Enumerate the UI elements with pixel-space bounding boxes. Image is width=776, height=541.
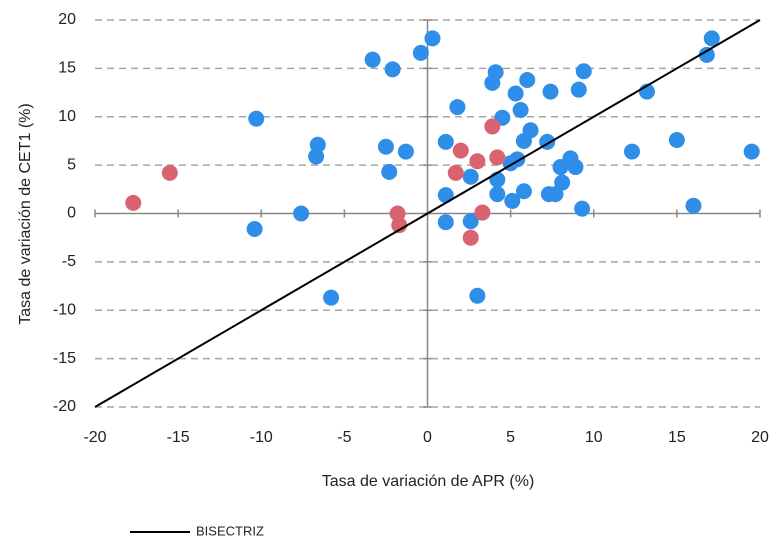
scatter-point bbox=[377, 138, 394, 155]
x-tick-label: 15 bbox=[668, 429, 686, 446]
scatter-point bbox=[512, 101, 529, 118]
scatter-point bbox=[462, 168, 479, 185]
y-axis-title: Tasa de variación de CET1 (%) bbox=[17, 103, 34, 324]
scatter-point bbox=[515, 183, 532, 200]
x-tick-label: 10 bbox=[585, 429, 603, 446]
scatter-point bbox=[323, 289, 340, 306]
scatter-point bbox=[437, 187, 454, 204]
scatter-point bbox=[547, 186, 564, 203]
x-tick-label: -5 bbox=[337, 429, 351, 446]
scatter-point bbox=[412, 44, 429, 61]
x-tick-label: 0 bbox=[423, 429, 432, 446]
scatter-point bbox=[447, 164, 464, 181]
y-tick-label: 15 bbox=[58, 60, 76, 77]
scatter-point bbox=[489, 171, 506, 188]
scatter-point bbox=[574, 200, 591, 217]
scatter-point bbox=[437, 214, 454, 231]
bisector-line bbox=[94, 19, 761, 408]
scatter-point bbox=[668, 131, 685, 148]
scatter-point bbox=[743, 143, 760, 160]
scatter-point bbox=[469, 287, 486, 304]
scatter-point bbox=[542, 83, 559, 100]
y-tick-label: -15 bbox=[53, 350, 76, 367]
x-tick-label: -10 bbox=[250, 429, 273, 446]
x-tick-label: -20 bbox=[83, 429, 106, 446]
scatter-point bbox=[554, 174, 571, 191]
legend-label: BISECTRIZ bbox=[196, 523, 264, 538]
scatter-point bbox=[437, 133, 454, 150]
scatter-point bbox=[515, 132, 532, 149]
x-tick-label: 5 bbox=[506, 429, 515, 446]
scatter-point bbox=[424, 30, 441, 47]
scatter-point bbox=[462, 213, 479, 230]
y-tick-label: 0 bbox=[67, 205, 76, 222]
y-tick-label: -10 bbox=[53, 301, 76, 318]
scatter-point bbox=[308, 148, 325, 165]
scatter-point bbox=[685, 197, 702, 214]
scatter-point bbox=[364, 51, 381, 68]
scatter-point bbox=[484, 74, 501, 91]
scatter-point bbox=[397, 143, 414, 160]
scatter-point bbox=[507, 85, 524, 102]
scatter-point bbox=[623, 143, 640, 160]
x-axis-title: Tasa de variación de APR (%) bbox=[322, 473, 535, 490]
scatter-point bbox=[125, 194, 142, 211]
x-tick-label: -15 bbox=[167, 429, 190, 446]
scatter-point bbox=[462, 229, 479, 246]
scatter-point bbox=[519, 71, 536, 88]
y-tick-label: 10 bbox=[58, 108, 76, 125]
scatter-point bbox=[489, 186, 506, 203]
scatter-point bbox=[452, 142, 469, 159]
x-tick-label: 20 bbox=[751, 429, 769, 446]
scatter-point bbox=[489, 149, 506, 166]
scatter-point bbox=[391, 217, 408, 234]
y-tick-label: 5 bbox=[67, 156, 76, 173]
scatter-point bbox=[469, 153, 486, 170]
scatter-point bbox=[384, 61, 401, 78]
scatter-point bbox=[575, 63, 592, 80]
scatter-point bbox=[484, 118, 501, 135]
y-tick-label: 20 bbox=[58, 11, 76, 28]
scatter-point bbox=[161, 164, 178, 181]
scatter-point bbox=[449, 99, 466, 116]
scatter-point bbox=[504, 192, 521, 209]
scatter-point bbox=[248, 110, 265, 127]
scatter-point bbox=[570, 81, 587, 98]
scatter-point bbox=[381, 163, 398, 180]
scatter-point bbox=[703, 30, 720, 47]
scatter-point bbox=[698, 46, 715, 63]
scatter-point bbox=[246, 220, 263, 237]
scatter-point bbox=[474, 204, 491, 221]
scatter-point bbox=[567, 159, 584, 176]
scatter-point bbox=[293, 205, 310, 222]
y-tick-label: -5 bbox=[62, 253, 76, 270]
y-tick-label: -20 bbox=[53, 398, 76, 415]
